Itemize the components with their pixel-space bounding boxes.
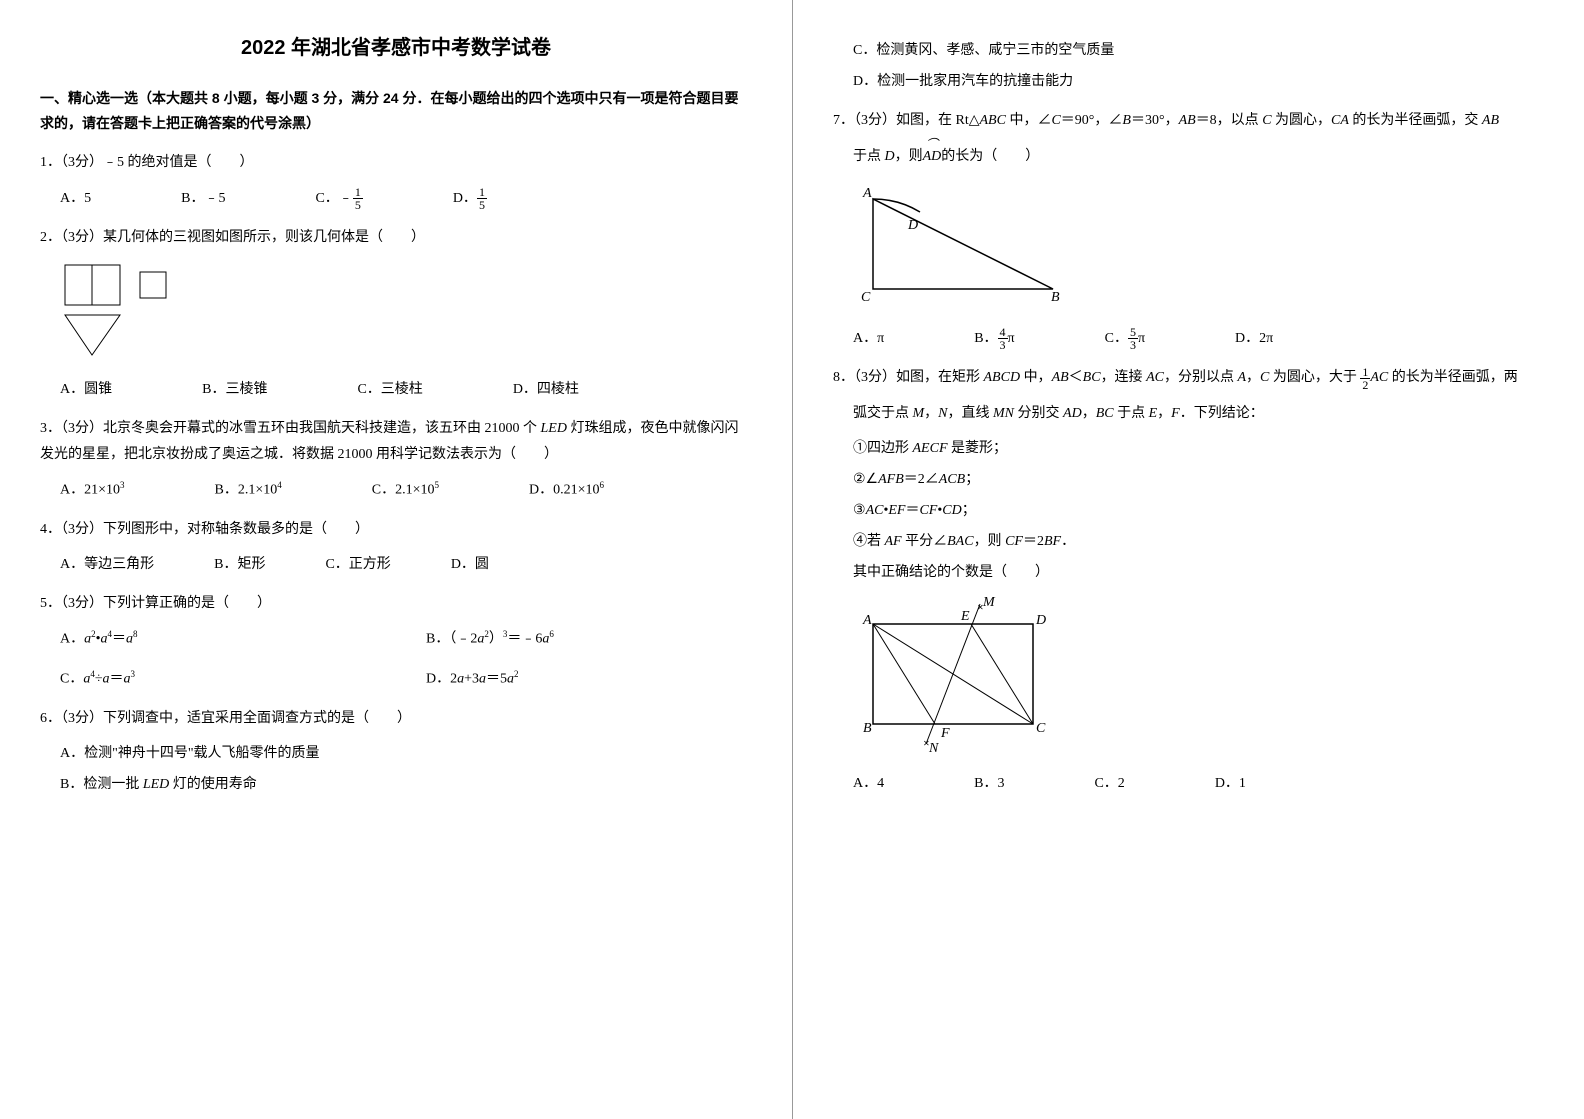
q1-opt-b: B．﹣5 [181,186,225,211]
q7-options: A．π B．43π C．53π D．2π [853,326,1544,351]
q6-options: A．检测"神舟十四号"载人飞船零件的质量 B．检测一批 LED 灯的使用寿命 [60,741,752,797]
q1-opt-d: D．15 [453,186,487,211]
q5-opt-d: D．2a+3a＝5a2 [426,666,752,692]
q2-text: 2．（3分）某几何体的三视图如图所示，则该几何体是（ ） [40,225,752,250]
svg-text:N: N [928,741,939,754]
svg-text:A: A [862,613,872,628]
svg-text:E: E [960,609,970,624]
q2-opt-c: C．三棱柱 [357,377,422,402]
q1-options: A．5 B．﹣5 C．﹣15 D．15 [60,186,752,211]
left-column: 2022 年湖北省孝感市中考数学试卷 一、精心选一选（本大题共 8 小题，每小题… [0,0,792,1119]
question-6: 6．（3分）下列调查中，适宜采用全面调查方式的是（ ） A．检测"神舟十四号"载… [40,706,752,798]
q8-opt-a: A．4 [853,771,884,796]
q8-options: A．4 B．3 C．2 D．1 [853,771,1544,796]
q8-sub4: ④若 AF 平分∠BAC，则 CF＝2BF． [853,529,1544,554]
q1-text: 1．（3分）﹣5 的绝对值是（ ） [40,150,752,175]
exam-title: 2022 年湖北省孝感市中考数学试卷 [40,30,752,66]
q8-sub3: ③AC•EF＝CF•CD； [853,498,1544,523]
q8-diagram: ✕ ✕ A D B C E F M N [853,594,1544,763]
q8-opt-c: C．2 [1094,771,1124,796]
svg-text:C: C [861,290,871,305]
q6-opt-a: A．检测"神舟十四号"载人飞船零件的质量 [60,741,752,766]
q5-opt-c: C．a4÷a＝a3 [60,666,386,692]
q3-opt-b: B．2.1×104 [215,477,282,503]
question-5: 5．（3分）下列计算正确的是（ ） A．a2•a4＝a8 B．（﹣2a2）3＝﹣… [40,591,752,692]
q8-opt-d: D．1 [1215,771,1246,796]
question-1: 1．（3分）﹣5 的绝对值是（ ） A．5 B．﹣5 C．﹣15 D．15 [40,150,752,210]
q2-diagram [60,260,752,369]
q5-text: 5．（3分）下列计算正确的是（ ） [40,591,752,616]
svg-text:B: B [863,721,872,736]
q4-text: 4．（3分）下列图形中，对称轴条数最多的是（ ） [40,517,752,542]
svg-text:D: D [1035,613,1046,628]
svg-text:M: M [982,595,996,610]
right-column: C．检测黄冈、孝感、咸宁三市的空气质量 D．检测一批家用汽车的抗撞击能力 7．（… [792,0,1584,1119]
q2-opt-d: D．四棱柱 [513,377,579,402]
q8-tail: 其中正确结论的个数是（ ） [853,560,1544,585]
q5-opt-b: B．（﹣2a2）3＝﹣6a6 [426,626,752,652]
svg-text:F: F [940,726,950,741]
q2-options: A．圆锥 B．三棱锥 C．三棱柱 D．四棱柱 [60,377,752,402]
q8-opt-b: B．3 [974,771,1004,796]
q7-opt-c: C．53π [1105,326,1145,351]
q1-opt-a: A．5 [60,186,91,211]
q3-opt-a: A．21×103 [60,477,125,503]
question-7: 7．（3分）如图，在 Rt△ABC 中，∠C＝90°，∠B＝30°，AB＝8，以… [833,108,1544,351]
svg-text:A: A [862,186,872,201]
q4-opt-d: D．圆 [451,552,489,577]
q6-opt-b: B．检测一批 LED 灯的使用寿命 [60,772,752,797]
q3-options: A．21×103 B．2.1×104 C．2.1×105 D．0.21×106 [60,477,752,503]
q4-opt-a: A．等边三角形 [60,552,154,577]
question-3: 3．（3分）北京冬奥会开幕式的冰雪五环由我国航天科技建造，该五环由 21000 … [40,416,752,502]
q7-diagram: A D C B [853,179,1544,318]
svg-text:D: D [907,218,918,233]
q6-opt-d: D．检测一批家用汽车的抗撞击能力 [853,69,1544,94]
q6-text: 6．（3分）下列调查中，适宜采用全面调查方式的是（ ） [40,706,752,731]
q7-text: 7．（3分）如图，在 Rt△ABC 中，∠C＝90°，∠B＝30°，AB＝8，以… [833,108,1544,133]
question-8: 8．（3分）如图，在矩形 ABCD 中，AB＜BC，连接 AC，分别以点 A，C… [833,365,1544,796]
svg-text:B: B [1051,290,1060,305]
q7-opt-d: D．2π [1235,326,1273,351]
q5-options: A．a2•a4＝a8 B．（﹣2a2）3＝﹣6a6 C．a4÷a＝a3 D．2a… [60,626,752,692]
q6-opt-c: C．检测黄冈、孝感、咸宁三市的空气质量 [853,38,1544,63]
q1-opt-c: C．﹣15 [315,186,362,211]
q5-opt-a: A．a2•a4＝a8 [60,626,386,652]
svg-text:C: C [1036,721,1046,736]
q8-text: 8．（3分）如图，在矩形 ABCD 中，AB＜BC，连接 AC，分别以点 A，C… [833,365,1544,390]
q8-sub1: ①四边形 AECF 是菱形； [853,436,1544,461]
question-2: 2．（3分）某几何体的三视图如图所示，则该几何体是（ ） A．圆锥 B．三棱锥 … [40,225,752,403]
q4-options: A．等边三角形 B．矩形 C．正方形 D．圆 [60,552,752,577]
q2-opt-a: A．圆锥 [60,377,112,402]
section-1-header: 一、精心选一选（本大题共 8 小题，每小题 3 分，满分 24 分．在每小题给出… [40,86,752,136]
q8-text-2: 弧交于点 M，N，直线 MN 分别交 AD，BC 于点 E，F．下列结论： [853,401,1544,426]
q7-opt-b: B．43π [974,326,1014,351]
q4-opt-c: C．正方形 [325,552,390,577]
q7-opt-a: A．π [853,326,884,351]
question-4: 4．（3分）下列图形中，对称轴条数最多的是（ ） A．等边三角形 B．矩形 C．… [40,517,752,577]
q4-opt-b: B．矩形 [214,552,265,577]
q3-opt-c: C．2.1×105 [372,477,439,503]
q3-opt-d: D．0.21×106 [529,477,604,503]
q3-text: 3．（3分）北京冬奥会开幕式的冰雪五环由我国航天科技建造，该五环由 21000 … [40,416,752,466]
q6-options-cont: C．检测黄冈、孝感、咸宁三市的空气质量 D．检测一批家用汽车的抗撞击能力 [853,38,1544,94]
q7-text-2: 于点 D，则AD的长为（ ） [853,144,1544,169]
q2-opt-b: B．三棱锥 [202,377,267,402]
q8-sub2: ②∠AFB＝2∠ACB； [853,467,1544,492]
